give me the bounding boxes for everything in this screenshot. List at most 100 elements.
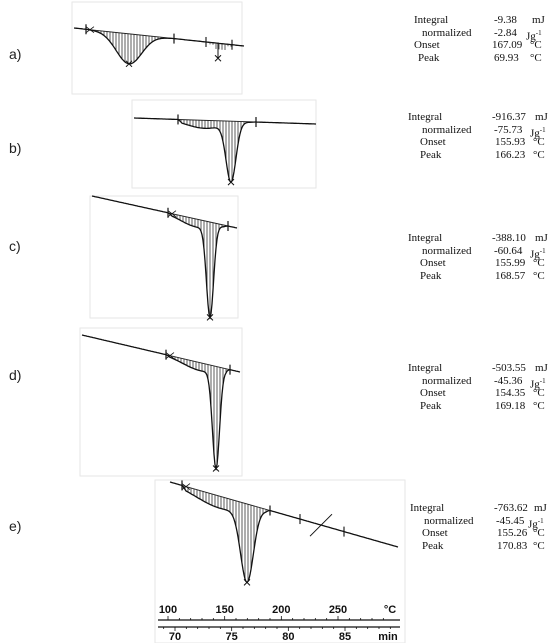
peak-label: Peak (420, 148, 442, 161)
normalized-unit-exponent: -1 (539, 125, 546, 134)
temperature-tick-label: 100 (159, 604, 177, 616)
time-tick-label: 70 (169, 631, 181, 643)
normalized-label: normalized (422, 123, 472, 136)
peak-area-hatching (180, 119, 245, 181)
dsc-curve-c (91, 195, 238, 321)
peak-unit: °C (533, 269, 545, 282)
panel-label-a: a) (9, 46, 22, 62)
integral-unit: mJ (535, 362, 548, 374)
normalized-unit-exponent: -1 (535, 28, 542, 37)
normalized-unit-base: Jg (526, 30, 536, 43)
heat-flow-curve (169, 481, 399, 584)
onset-label: Onset (422, 527, 448, 539)
annotation-b: Integral -916.37 mJ normalized -75.73 Jg-1 O… (408, 111, 550, 161)
normalized-value: -2.84 (494, 26, 517, 39)
onset-unit: °C (533, 527, 545, 539)
time-unit-label: min (378, 631, 398, 643)
normalized-unit: Jg-1 (530, 124, 546, 140)
onset-label: Onset (420, 136, 446, 148)
integral-value: -916.37 (492, 111, 526, 123)
integral-label: Integral (410, 502, 445, 514)
integral-value: -503.55 (492, 362, 526, 374)
onset-unit: °C (533, 257, 545, 269)
integration-baseline (181, 484, 271, 511)
peak-unit: °C (533, 148, 545, 161)
panel-label-d: d) (9, 367, 22, 383)
secondary-event-hatching (209, 42, 232, 50)
onset-marker (167, 210, 177, 217)
step-tangent (309, 513, 333, 537)
normalized-label: normalized (422, 244, 472, 257)
peak-label: Peak (422, 539, 444, 552)
normalized-unit-base: Jg (530, 127, 540, 140)
temperature-tick-label: 250 (329, 604, 347, 616)
integration-baseline (165, 354, 231, 371)
panel-label-c: c) (9, 238, 21, 254)
peak-marker (212, 465, 220, 472)
time-tick-label: 75 (226, 631, 238, 643)
heat-flow-curve (73, 27, 245, 65)
time-tick-label: 85 (339, 631, 351, 643)
peak-unit: °C (530, 51, 542, 64)
temperature-tick-label: 150 (215, 604, 233, 616)
normalized-unit: Jg-1 (526, 27, 542, 43)
onset-unit: °C (533, 136, 545, 148)
integration-baseline (85, 28, 175, 40)
heat-flow-curve (81, 334, 241, 472)
integral-unit: mJ (535, 111, 548, 123)
onset-value: 155.93 (495, 136, 526, 148)
peak-label: Peak (418, 51, 440, 64)
integral-label: Integral (408, 362, 443, 374)
onset-value: 167.09 (492, 39, 523, 51)
dsc-curve-d (81, 334, 241, 472)
normalized-label: normalized (422, 374, 472, 387)
integral-value: -763.62 (494, 502, 528, 514)
onset-marker (181, 483, 191, 490)
normalized-unit-base: Jg (530, 378, 540, 391)
peak-marker (243, 578, 251, 586)
dsc-curve-b (134, 114, 316, 186)
panel-label-b: b) (9, 140, 22, 156)
onset-label: Onset (420, 257, 446, 269)
peak-value: 169.18 (495, 399, 526, 412)
onset-label: Onset (420, 387, 446, 399)
integral-value: -9.38 (494, 14, 517, 26)
normalized-unit: Jg-1 (530, 245, 546, 261)
peak-marker (125, 60, 133, 68)
integral-label: Integral (414, 14, 449, 26)
normalized-value: -60.64 (494, 244, 523, 257)
peak-value: 69.93 (494, 51, 519, 64)
integration-baseline (177, 119, 257, 123)
peak-marker (206, 314, 214, 321)
normalized-label: normalized (422, 26, 472, 39)
integral-label: Integral (408, 232, 443, 244)
onset-unit: °C (530, 39, 542, 51)
onset-marker (165, 352, 175, 359)
annotation-c: Integral -388.10 mJ normalized -60.64 Jg-1 O… (408, 232, 550, 282)
normalized-unit-exponent: -1 (539, 246, 546, 255)
annotation-a: Integral -9.38 mJ normalized -2.84 Jg-1 Onse… (414, 14, 550, 64)
annotation-e: Integral -763.62 mJ normalized -45.45 Jg-1 O… (410, 502, 550, 552)
normalized-value: -45.36 (494, 374, 523, 387)
panel-label-e: e) (9, 518, 22, 534)
temperature-time-axes: 100 150 200 250 °C 70 75 80 85 min (158, 604, 400, 643)
peak-label: Peak (420, 269, 442, 282)
dsc-curves (73, 24, 399, 586)
integral-unit: mJ (534, 502, 547, 514)
onset-value: 155.99 (495, 257, 526, 269)
normalized-value: -75.73 (494, 123, 523, 136)
normalized-unit-base: Jg (528, 518, 538, 531)
normalized-unit-base: Jg (530, 248, 540, 261)
dsc-curve-a (73, 24, 245, 68)
onset-value: 155.26 (497, 527, 528, 539)
annotation-d: Integral -503.55 mJ normalized -45.36 Jg-1 O… (408, 362, 550, 412)
onset-marker (85, 26, 95, 34)
integral-unit: mJ (532, 14, 545, 26)
onset-label: Onset (414, 39, 440, 51)
normalized-unit-exponent: -1 (537, 516, 544, 525)
onset-value: 154.35 (495, 387, 526, 399)
peak-label: Peak (420, 399, 442, 412)
peak-area-hatching (97, 30, 162, 64)
normalized-unit-exponent: -1 (539, 376, 546, 385)
